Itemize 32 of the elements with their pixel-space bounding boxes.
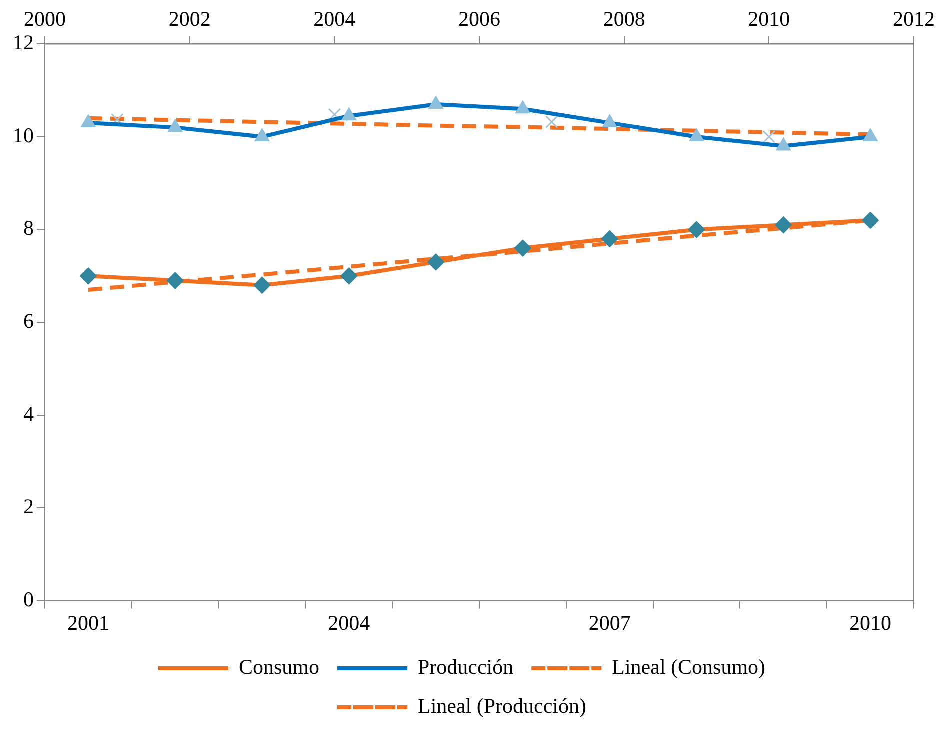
point (80, 268, 97, 285)
x2-tick-label: 2006 (458, 7, 500, 32)
legend-label: Lineal (Consumo) (612, 655, 766, 680)
point (428, 254, 445, 271)
y-tick-label: 8 (24, 216, 34, 240)
x2-tick-label: 2004 (314, 7, 356, 32)
legend-label: Consumo (238, 655, 320, 680)
point (254, 276, 271, 294)
y-tick-label: 10 (13, 123, 34, 148)
x-tick-label: 2007 (588, 610, 631, 635)
point (340, 268, 358, 285)
x2-tick-label: 2012 (893, 7, 935, 32)
y-tick-label: 4 (24, 402, 34, 426)
y-tick-label: 0 (24, 587, 34, 612)
x-tick-label: 2001 (67, 610, 110, 635)
x2-tick-label: 2010 (748, 7, 790, 32)
point (514, 240, 532, 257)
x-tick-label: 2004 (328, 610, 371, 635)
point (601, 230, 618, 248)
y-tick-label: 2 (24, 494, 34, 519)
point (862, 212, 880, 229)
legend-label: Producción (418, 655, 514, 680)
x2-tick-label: 2000 (24, 7, 66, 32)
x2-tick-label: 2008 (603, 7, 646, 32)
y-tick-label: 12 (13, 30, 34, 55)
x2-tick-label: 2002 (168, 7, 211, 32)
y-tick-label: 6 (24, 309, 34, 334)
legend-label: Lineal (Producción) (418, 694, 587, 718)
point (775, 216, 792, 234)
x-tick-label: 2010 (850, 610, 892, 635)
point (166, 272, 184, 290)
point (688, 221, 706, 238)
